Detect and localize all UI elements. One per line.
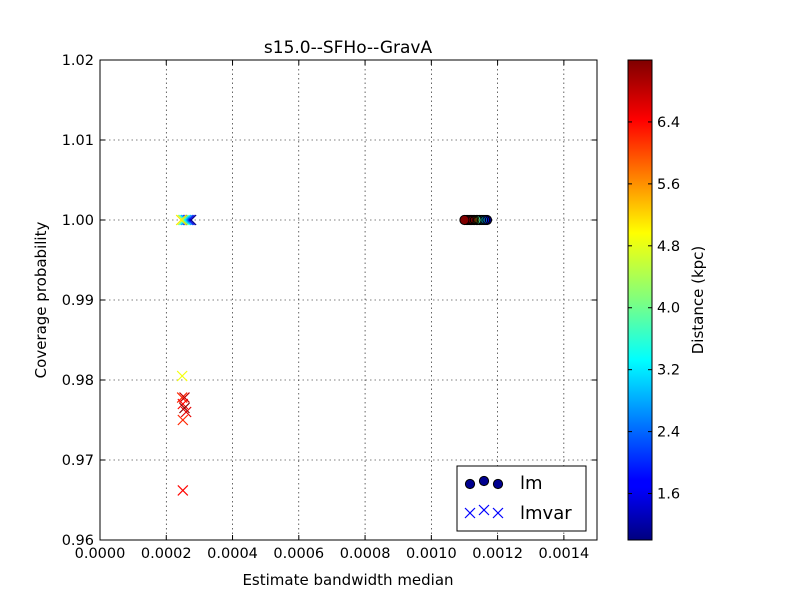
x-tick-label: 0.0000 — [75, 546, 126, 562]
colorbar-tick-label: 2.4 — [657, 425, 680, 441]
y-tick-label: 0.97 — [62, 453, 94, 469]
colorbar-title: Distance (kpc) — [689, 246, 707, 355]
data-point-lmvar — [177, 484, 189, 496]
legend-box — [456, 465, 587, 532]
colorbar: 1.6 2.4 3.2 4.0 4.8 5.6 6.4 Distance (kpc) — [627, 59, 707, 541]
colorbar-tick-label: 1.6 — [657, 487, 680, 503]
colorbar-tick-label: 6.4 — [657, 115, 680, 131]
legend-lm-marker — [478, 475, 490, 487]
colorbar-ticks: 1.6 2.4 3.2 4.0 4.8 5.6 6.4 — [628, 115, 680, 503]
legend-lmvar-marker — [492, 507, 504, 519]
y-tick-label: 0.99 — [62, 293, 94, 309]
y-tick-label: 1.02 — [62, 53, 94, 69]
colorbar-tick-label: 3.2 — [657, 363, 680, 379]
grid-lines — [100, 60, 597, 540]
legend: lm lmvar — [456, 465, 587, 532]
y-tick-label: 0.98 — [62, 373, 94, 389]
x-tick-label: 0.0008 — [340, 546, 391, 562]
x-axis-ticks: 0.0000 0.0002 0.0004 0.0006 0.0008 0.0010 0.00… — [75, 60, 589, 562]
x-tick-label: 0.0012 — [472, 546, 523, 562]
data-point-lmvar — [175, 214, 187, 226]
colorbar-tick-label: 4.8 — [657, 239, 680, 255]
legend-label-lmvar: lmvar — [520, 503, 572, 524]
data-points — [175, 214, 493, 496]
legend-lm-marker — [464, 478, 476, 490]
y-tick-label: 1.00 — [62, 213, 94, 229]
y-axis-title: Coverage probability — [32, 222, 50, 379]
data-point-lmvar — [177, 398, 189, 410]
x-axis-title: Estimate bandwidth median — [242, 571, 453, 589]
x-tick-label: 0.0002 — [141, 546, 192, 562]
y-tick-label: 0.96 — [62, 533, 94, 549]
data-point-lmvar — [177, 214, 189, 226]
y-tick-label: 1.01 — [62, 133, 94, 149]
colorbar-tick-label: 4.0 — [657, 301, 680, 317]
chart-title: s15.0--SFHo--GravA — [264, 38, 433, 58]
data-point-lmvar — [179, 214, 190, 226]
data-point-lmvar — [176, 370, 188, 382]
data-point-lmvar — [177, 414, 189, 426]
legend-lmvar-markers — [464, 504, 504, 519]
x-tick-label: 0.0006 — [273, 546, 324, 562]
x-tick-label: 0.0014 — [538, 546, 589, 562]
data-point-lmvar — [179, 392, 190, 404]
colorbar-tick-label: 5.6 — [657, 177, 680, 193]
legend-label-lm: lm — [520, 473, 543, 494]
x-tick-label: 0.0004 — [207, 546, 258, 562]
legend-lm-markers — [464, 475, 504, 490]
x-tick-label: 0.0010 — [406, 546, 457, 562]
colorbar-gradient — [627, 59, 653, 541]
y-axis-ticks: 0.96 0.97 0.98 0.99 1.00 1.01 1.02 — [62, 53, 597, 549]
data-point-lmvar — [179, 402, 190, 414]
data-point-lmvar — [180, 406, 192, 418]
legend-lmvar-marker — [464, 507, 476, 519]
legend-lmvar-marker — [478, 504, 490, 516]
data-point-lm — [459, 214, 470, 226]
data-point-lmvar — [180, 214, 192, 226]
legend-lm-marker — [492, 478, 504, 490]
